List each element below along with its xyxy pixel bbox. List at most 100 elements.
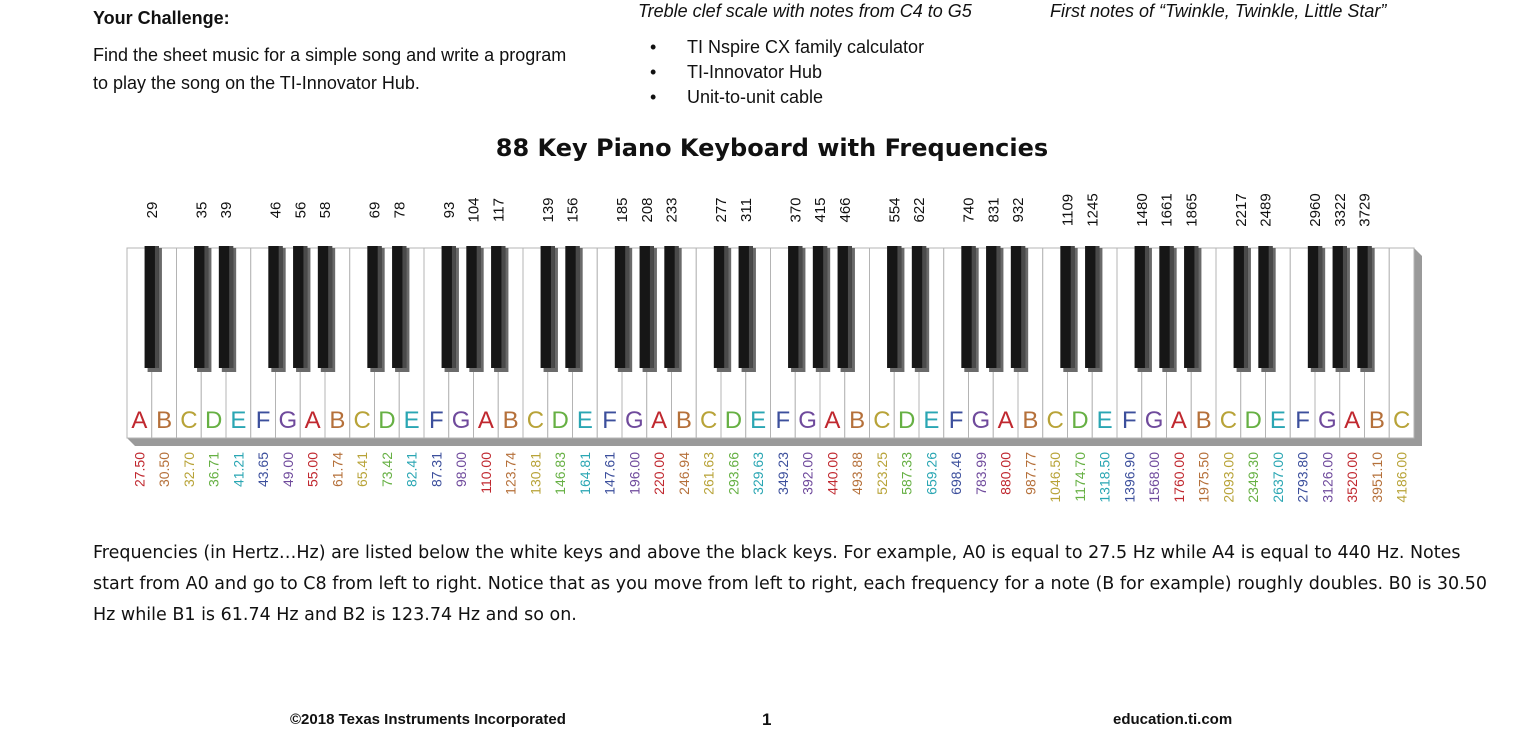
white-key-frequency-label: 523.25 (874, 452, 890, 495)
note-letter-label: G (452, 407, 471, 434)
white-key-frequency-label: 880.00 (998, 452, 1014, 495)
black-key-highlight (724, 246, 729, 368)
black-key-frequency-label: 3729 (1357, 193, 1374, 226)
note-letter-label: E (230, 407, 246, 434)
note-letter-label: G (625, 407, 644, 434)
note-letter-label: F (1122, 407, 1137, 434)
note-letter-label: F (1295, 407, 1310, 434)
white-key-frequency-label: 147.61 (602, 452, 618, 495)
note-letter-label: C (1393, 407, 1410, 434)
black-key-highlight (1095, 246, 1100, 368)
black-key-frequency-label: 56 (292, 202, 309, 219)
white-key-frequency-label: 36.71 (206, 452, 222, 487)
white-key-frequencies: 27.50 30.50 32.70 36.71 41.21 43.65 49.00 55.00… (131, 452, 1409, 503)
note-letter-label: D (378, 407, 395, 434)
white-key-frequency-label: 98.00 (453, 452, 469, 487)
black-key-frequency-label: 932 (1010, 197, 1027, 222)
black-key-frequency-label: 208 (639, 197, 656, 222)
note-letter-label: C (873, 407, 890, 434)
white-key-frequency-label: 783.99 (973, 452, 989, 495)
white-key-frequency-label: 3951.10 (1369, 452, 1385, 503)
black-key-highlight (501, 246, 506, 368)
white-key-frequency-label: 55.00 (305, 452, 321, 487)
white-key-frequency-label: 659.26 (923, 452, 939, 495)
footer-copyright: ©2018 Texas Instruments Incorporated (290, 711, 566, 728)
materials-list: • TI Nspire CX family calculator • TI-Inno… (650, 35, 924, 110)
keyboard-title: 88 Key Piano Keyboard with Frequencies (495, 134, 1049, 162)
black-key-highlight (748, 246, 753, 368)
black-key-frequency-label: 93 (441, 202, 458, 219)
materials-list-item: • TI Nspire CX family calculator (650, 35, 924, 60)
note-letter-label: B (1196, 407, 1212, 434)
note-letter-label: A (305, 407, 321, 434)
white-key-frequency-label: 587.33 (899, 452, 915, 495)
black-key-highlight (278, 246, 283, 368)
white-key-frequency-label: 1396.90 (1121, 452, 1137, 503)
black-key-frequency-label: 622 (911, 197, 928, 222)
bullet-icon: • (650, 37, 657, 57)
black-key-frequency-label: 1661 (1159, 193, 1176, 226)
black-key-frequency-label: 277 (713, 197, 730, 222)
note-letter-label: B (1369, 407, 1385, 434)
white-key (1388, 247, 1415, 439)
black-key-highlight (625, 246, 630, 368)
black-key-highlight (575, 246, 580, 368)
black-key-highlight (847, 246, 852, 368)
note-letter-label: D (1244, 407, 1261, 434)
black-key-highlight (377, 246, 382, 368)
white-key-frequency-label: 2637.00 (1270, 452, 1286, 503)
black-key-highlight (204, 246, 209, 368)
black-key-highlight (823, 246, 828, 368)
note-letter-label: C (1046, 407, 1063, 434)
white-key-frequency-label: 1568.00 (1146, 452, 1162, 503)
black-key-frequency-label: 139 (540, 197, 557, 222)
white-key-frequency-label: 110.00 (478, 452, 494, 494)
note-letter-label: E (404, 407, 420, 434)
black-key-highlight (550, 246, 555, 368)
material-label: TI Nspire CX family calculator (687, 37, 925, 57)
note-letter-label: B (849, 407, 865, 434)
note-letter-label: E (750, 407, 766, 434)
description-paragraph: Frequencies (in Hertz…Hz) are listed bel… (93, 543, 1488, 625)
note-letter-label: A (478, 407, 494, 434)
white-key-frequency-label: 440.00 (824, 452, 840, 495)
black-key-highlight (303, 246, 308, 368)
black-key-highlight (649, 246, 654, 368)
black-key-highlight (402, 246, 407, 368)
black-key-frequency-label: 2960 (1307, 193, 1324, 226)
black-key-highlight (674, 246, 679, 368)
white-key-frequency-label: 65.41 (354, 452, 370, 487)
black-key-highlight (996, 246, 1001, 368)
black-key-frequency-label: 78 (391, 202, 408, 219)
black-key-frequency-label: 466 (837, 197, 854, 222)
note-letter-label: F (949, 407, 964, 434)
white-key-frequency-label: 261.63 (701, 452, 717, 495)
note-letter-label: G (972, 407, 991, 434)
black-key-frequency-label: 58 (317, 202, 334, 219)
note-letter-label: G (798, 407, 817, 434)
white-key-frequency-label: 220.00 (651, 452, 667, 495)
white-key-frequency-label: 146.83 (552, 452, 568, 495)
white-key-frequency-label: 1174.70 (1072, 452, 1088, 502)
materials-list-item: • TI-Innovator Hub (650, 60, 924, 85)
note-letter-label: D (551, 407, 568, 434)
white-key-frequency-label: 4186.00 (1394, 452, 1410, 503)
white-key-frequency-label: 196.00 (626, 452, 642, 495)
black-key-highlight (897, 246, 902, 368)
black-key-highlight (1243, 246, 1248, 368)
white-key-frequency-label: 1975.50 (1196, 452, 1212, 503)
black-key-frequency-label: 104 (466, 197, 483, 222)
black-key-frequency-label: 311 (738, 198, 755, 222)
note-letter-label: C (527, 407, 544, 434)
treble-clef-caption: Treble clef scale with notes from C4 to … (638, 1, 972, 21)
note-letter-label: C (180, 407, 197, 434)
black-key-frequency-label: 69 (367, 202, 384, 219)
black-key-highlight (1342, 246, 1347, 368)
note-letter-label: B (676, 407, 692, 434)
black-key-frequency-label: 415 (812, 197, 829, 222)
note-letter-label: C (1220, 407, 1237, 434)
white-key-frequency-label: 2349.30 (1245, 452, 1261, 503)
white-key-frequency-label: 130.81 (527, 452, 543, 495)
twinkle-caption: First notes of “Twinkle, Twinkle, Little… (1050, 1, 1387, 21)
black-key-highlight (1268, 246, 1273, 368)
